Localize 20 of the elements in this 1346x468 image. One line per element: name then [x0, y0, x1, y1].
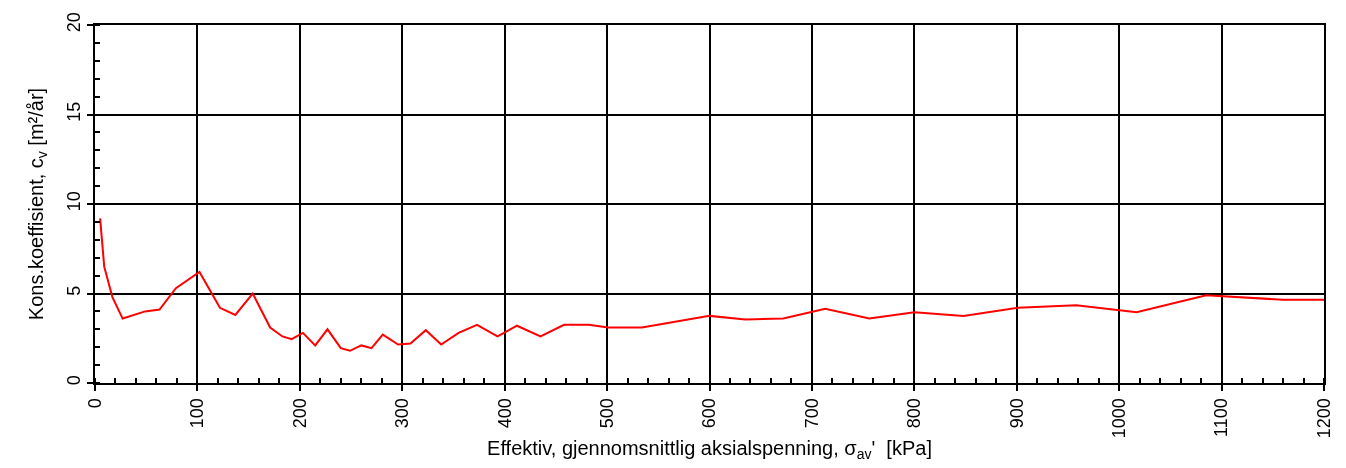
line-series: [99, 217, 1324, 352]
x-tick-label: 400: [494, 398, 515, 429]
x-tick-label: 1100: [1211, 398, 1232, 437]
x-tick-label: 1000: [1109, 398, 1130, 439]
x-tick-label: 500: [596, 398, 617, 429]
x-tick-label: 800: [904, 398, 925, 429]
x-tick-label: 600: [699, 398, 720, 429]
x-tick-label: 0: [84, 398, 105, 409]
x-tick-label: 900: [1006, 398, 1027, 429]
y-tick-label: 5: [63, 285, 84, 296]
y-tick-label: 15: [63, 101, 84, 122]
y-tick-label: 0: [63, 375, 84, 386]
x-axis-title: Effektiv, gjennomsnittlig aksialspenning, σ$_{av}$' [kPa]: [487, 437, 932, 463]
y-tick-label: 20: [63, 12, 84, 33]
x-tick-label: 700: [801, 398, 822, 429]
x-tick-label: 200: [289, 398, 310, 429]
x-tick-label: 300: [392, 398, 413, 429]
x-tick-label: 1200: [1313, 398, 1334, 439]
y-tick-label: 10: [63, 191, 84, 212]
x-tick-label: 100: [187, 398, 208, 429]
